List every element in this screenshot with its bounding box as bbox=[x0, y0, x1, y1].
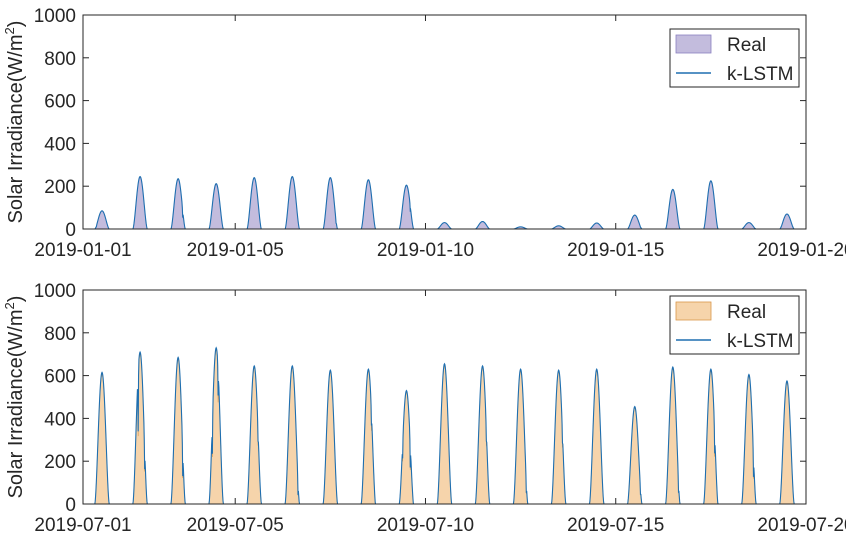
january-chart-panel: 0 200 400 600 800 1000 2019-01-01 2019-01-05 201… bbox=[2, 6, 846, 261]
y-tick-label: 600 bbox=[44, 367, 76, 388]
y-tick-label: 400 bbox=[44, 134, 76, 155]
klstm-series-line bbox=[83, 175, 806, 230]
july-axes-box bbox=[82, 289, 807, 505]
y-tick-label: 200 bbox=[44, 177, 76, 198]
y-tick-label: 1000 bbox=[34, 6, 76, 27]
y-tick-label: 0 bbox=[65, 495, 76, 516]
legend-real-swatch bbox=[675, 34, 712, 54]
y-tick-label: 600 bbox=[44, 92, 76, 113]
x-tick-label: 2019-07-10 bbox=[377, 515, 474, 536]
real-series-area bbox=[83, 176, 806, 230]
x-tick-label: 2019-01-10 bbox=[377, 240, 474, 261]
july-legend: Real k-LSTM bbox=[669, 295, 800, 355]
x-tick-label: 2019-07-05 bbox=[187, 515, 284, 536]
x-tick-label: 2019-07-15 bbox=[567, 515, 664, 536]
y-tick-label: 800 bbox=[44, 324, 76, 345]
x-tick-label: 2019-01-15 bbox=[567, 240, 664, 261]
y-tick-label: 800 bbox=[44, 49, 76, 70]
july-chart-panel: 0 200 400 600 800 1000 2019-07-01 2019-07-05 201… bbox=[2, 281, 846, 536]
january-axes-box bbox=[82, 14, 807, 230]
x-tick-label: 2019-07-01 bbox=[34, 515, 131, 536]
y-tick-label: 1000 bbox=[34, 281, 76, 302]
x-tick-label: 2019-07-20 bbox=[757, 515, 846, 536]
x-tick-label: 2019-01-20 bbox=[757, 240, 846, 261]
january-y-axis-label: Solar Irradiance(W/m2) bbox=[2, 21, 27, 224]
legend-real-label: Real bbox=[727, 302, 766, 323]
legend-klstm-label: k-LSTM bbox=[727, 331, 794, 352]
x-tick-label: 2019-01-05 bbox=[187, 240, 284, 261]
january-legend: Real k-LSTM bbox=[669, 28, 800, 88]
y-tick-label: 0 bbox=[65, 220, 76, 241]
legend-klstm-label: k-LSTM bbox=[727, 64, 794, 85]
y-tick-label: 200 bbox=[44, 452, 76, 473]
x-tick-label: 2019-01-01 bbox=[34, 240, 131, 261]
real-series-area bbox=[83, 349, 806, 505]
july-y-axis-label: Solar Irradiance(W/m2) bbox=[2, 296, 27, 499]
legend-real-swatch bbox=[675, 301, 712, 321]
legend-real-label: Real bbox=[727, 35, 766, 56]
y-tick-label: 400 bbox=[44, 409, 76, 430]
